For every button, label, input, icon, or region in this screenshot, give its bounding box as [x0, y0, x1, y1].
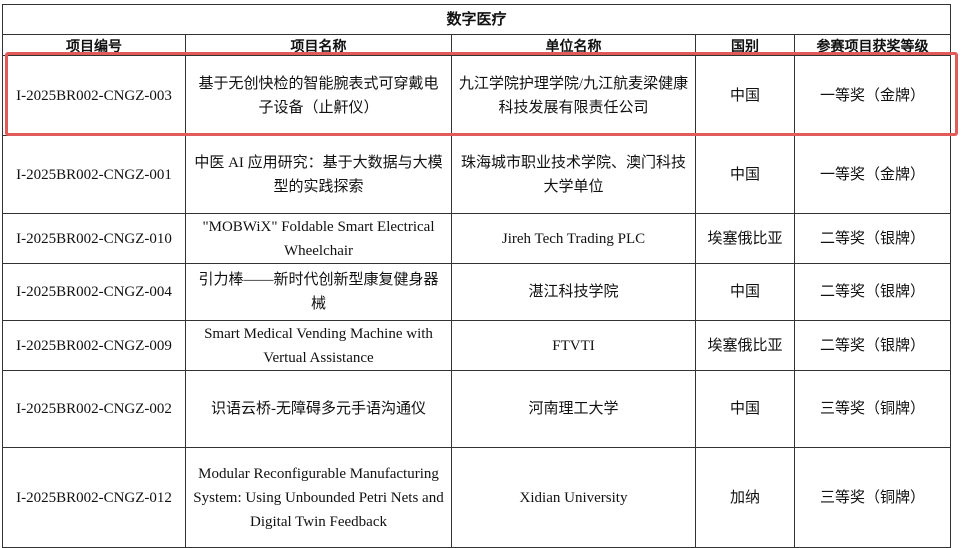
table-cell: 珠海城市职业技术学院、澳门科技大学单位	[451, 135, 696, 214]
table-cell: I-2025BR002-CNGZ-009	[2, 320, 186, 371]
table-cell: 一等奖（金牌）	[793, 55, 952, 136]
table-cell: I-2025BR002-CNGZ-010	[2, 213, 186, 264]
column-header: 项目编号	[2, 34, 186, 56]
table-cell: I-2025BR002-CNGZ-002	[2, 370, 186, 448]
table-cell: 湛江科技学院	[451, 263, 696, 321]
table-cell: 加纳	[695, 447, 795, 548]
award-table: 数字医疗 项目编号 项目名称 单位名称 国别 参赛项目获奖等级 I-2025BR002-…	[1, 4, 952, 548]
column-header: 参赛项目获奖等级	[793, 34, 952, 56]
table-row: I-2025BR002-CNGZ-010 "MOBWiX" Foldable Sm…	[2, 213, 952, 264]
table-cell: 引力棒——新时代创新型康复健身器械	[185, 263, 452, 321]
table-cell: 二等奖（银牌）	[793, 320, 952, 371]
table-cell: 三等奖（铜牌）	[793, 447, 952, 548]
table-cell: FTVTI	[451, 320, 696, 371]
highlight-box	[5, 52, 958, 136]
table-cell: 三等奖（铜牌）	[793, 370, 952, 448]
table-cell: 二等奖（银牌）	[793, 263, 952, 321]
table-cell: 识语云桥-无障碍多元手语沟通仪	[185, 370, 452, 448]
table-cell: 埃塞俄比亚	[695, 320, 795, 371]
table-cell: 中国	[695, 135, 795, 214]
table-cell: 河南理工大学	[451, 370, 696, 448]
table-cell: 中国	[695, 263, 795, 321]
table-cell: "MOBWiX" Foldable Smart Electrical Wheel…	[185, 213, 452, 264]
table-cell: 埃塞俄比亚	[695, 213, 795, 264]
table-cell: I-2025BR002-CNGZ-004	[2, 263, 186, 321]
table-cell: 中国	[695, 55, 795, 136]
table-cell: I-2025BR002-CNGZ-001	[2, 135, 186, 214]
table-row: I-2025BR002-CNGZ-012 Modular Reconfigurab…	[2, 447, 952, 548]
table-row: I-2025BR002-CNGZ-003 基于无创快检的智能腕表式可穿戴电子设备（…	[2, 55, 952, 136]
title-row: 数字医疗	[1, 4, 952, 35]
table-title: 数字医疗	[1, 4, 952, 35]
table-cell: Jireh Tech Trading PLC	[451, 213, 696, 264]
header-row: 项目编号 项目名称 单位名称 国别 参赛项目获奖等级	[2, 34, 952, 56]
table-cell: I-2025BR002-CNGZ-012	[2, 447, 186, 548]
table-row: I-2025BR002-CNGZ-002 识语云桥-无障碍多元手语沟通仪 河南理工大…	[2, 370, 952, 448]
table-cell: Smart Medical Vending Machine with Vertu…	[185, 320, 452, 371]
table-cell: 基于无创快检的智能腕表式可穿戴电子设备（止鼾仪）	[185, 55, 452, 136]
table-row: I-2025BR002-CNGZ-009 Smart Medical Vendin…	[2, 320, 952, 371]
table-row: I-2025BR002-CNGZ-004 引力棒——新时代创新型康复健身器械 湛江科…	[2, 263, 952, 321]
table-body: I-2025BR002-CNGZ-003 基于无创快检的智能腕表式可穿戴电子设备（…	[2, 55, 952, 548]
table-cell: 九江学院护理学院/九江航麦梁健康科技发展有限责任公司	[451, 55, 696, 136]
table-cell: 二等奖（银牌）	[793, 213, 952, 264]
table-cell: Xidian University	[451, 447, 696, 548]
column-header: 国别	[695, 34, 795, 56]
table-row: I-2025BR002-CNGZ-001 中医 AI 应用研究：基于大数据与大模型…	[2, 135, 952, 214]
table-cell: 中国	[695, 370, 795, 448]
table-cell: 一等奖（金牌）	[793, 135, 952, 214]
table-cell: 中医 AI 应用研究：基于大数据与大模型的实践探索	[185, 135, 452, 214]
table-cell: Modular Reconfigurable Manufacturing Sys…	[185, 447, 452, 548]
